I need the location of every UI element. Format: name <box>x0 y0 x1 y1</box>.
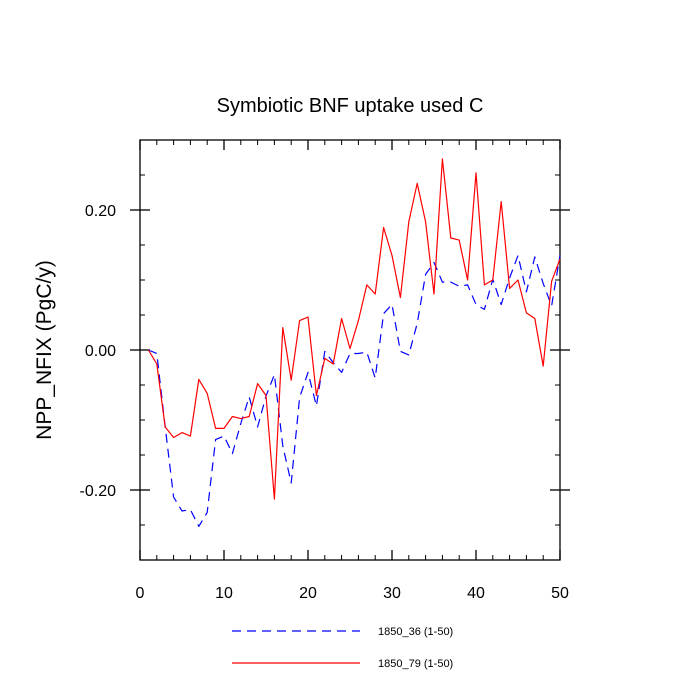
x-tick-label: 0 <box>136 585 145 602</box>
x-tick-label: 40 <box>467 585 485 602</box>
x-tick-label: 50 <box>551 585 569 602</box>
legend: 1850_36 (1-50) 1850_79 (1-50) <box>232 626 453 670</box>
legend-label-1: 1850_36 (1-50) <box>378 626 453 638</box>
axis-ticks: 0 10 20 30 40 50 -0.20 0.00 0.20 <box>80 139 570 602</box>
x-tick-label: 10 <box>215 585 233 602</box>
y-tick-label: -0.20 <box>80 483 117 500</box>
legend-label-2: 1850_79 (1-50) <box>378 658 453 670</box>
y-axis-label: NPP_NFIX (PgC/y) <box>33 260 56 440</box>
y-tick-label: 0.20 <box>85 203 116 220</box>
x-tick-label: 30 <box>383 585 401 602</box>
x-tick-label: 20 <box>299 585 317 602</box>
series-layer <box>147 158 561 528</box>
chart-title: Symbiotic BNF uptake used C <box>217 95 484 117</box>
series-line-2 <box>147 158 561 500</box>
y-tick-label: 0.00 <box>85 343 116 360</box>
series-line-1 <box>148 254 561 528</box>
